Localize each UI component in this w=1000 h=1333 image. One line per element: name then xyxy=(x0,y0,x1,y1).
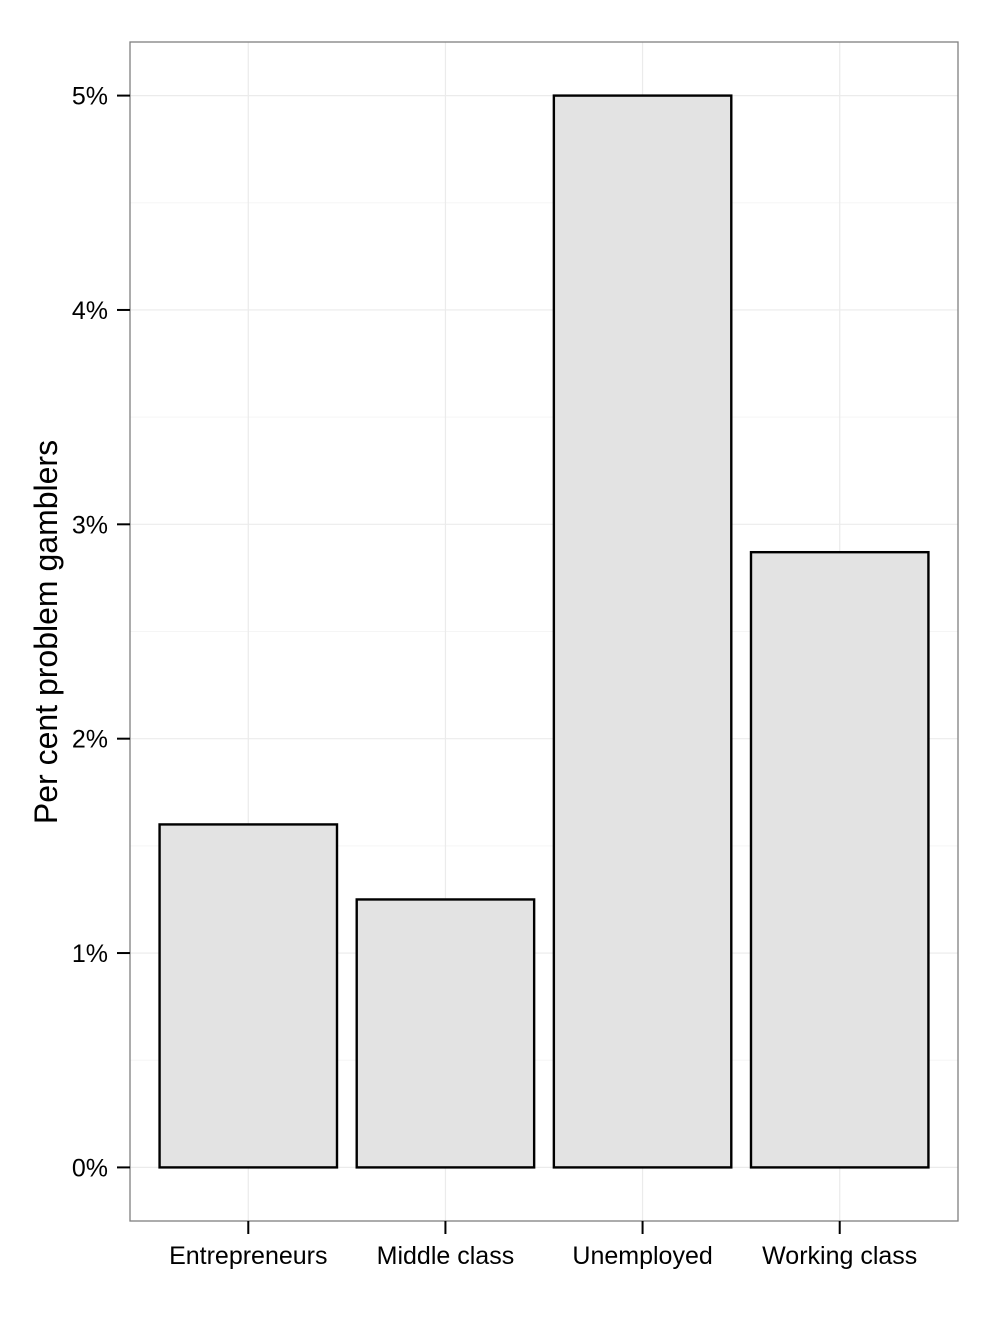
plot-panel-border xyxy=(129,41,959,1222)
bar-working-class xyxy=(749,550,930,1169)
x-tick-label: Middle class xyxy=(377,1242,515,1270)
bar-unemployed xyxy=(552,94,733,1169)
bar-middle-class xyxy=(355,898,536,1169)
y-axis: 0% 1% 2% 3% 4% 5% xyxy=(72,83,130,1182)
y-tick-label: 5% xyxy=(72,83,108,111)
y-tick-label: 0% xyxy=(72,1154,108,1182)
x-tick-label: Working class xyxy=(762,1242,917,1270)
y-tick-label: 1% xyxy=(72,940,108,968)
y-tick-label: 3% xyxy=(72,511,108,539)
bars xyxy=(158,94,930,1169)
bar-entrepreneurs xyxy=(158,823,339,1169)
y-axis-title: Per cent problem gamblers xyxy=(28,440,64,824)
x-axis: Entrepreneurs Middle class Unemployed Worki… xyxy=(169,1221,917,1270)
y-tick-label: 4% xyxy=(72,297,108,325)
y-tick-label: 2% xyxy=(72,726,108,754)
x-tick-label: Entrepreneurs xyxy=(169,1242,327,1270)
x-tick-label: Unemployed xyxy=(572,1242,712,1270)
